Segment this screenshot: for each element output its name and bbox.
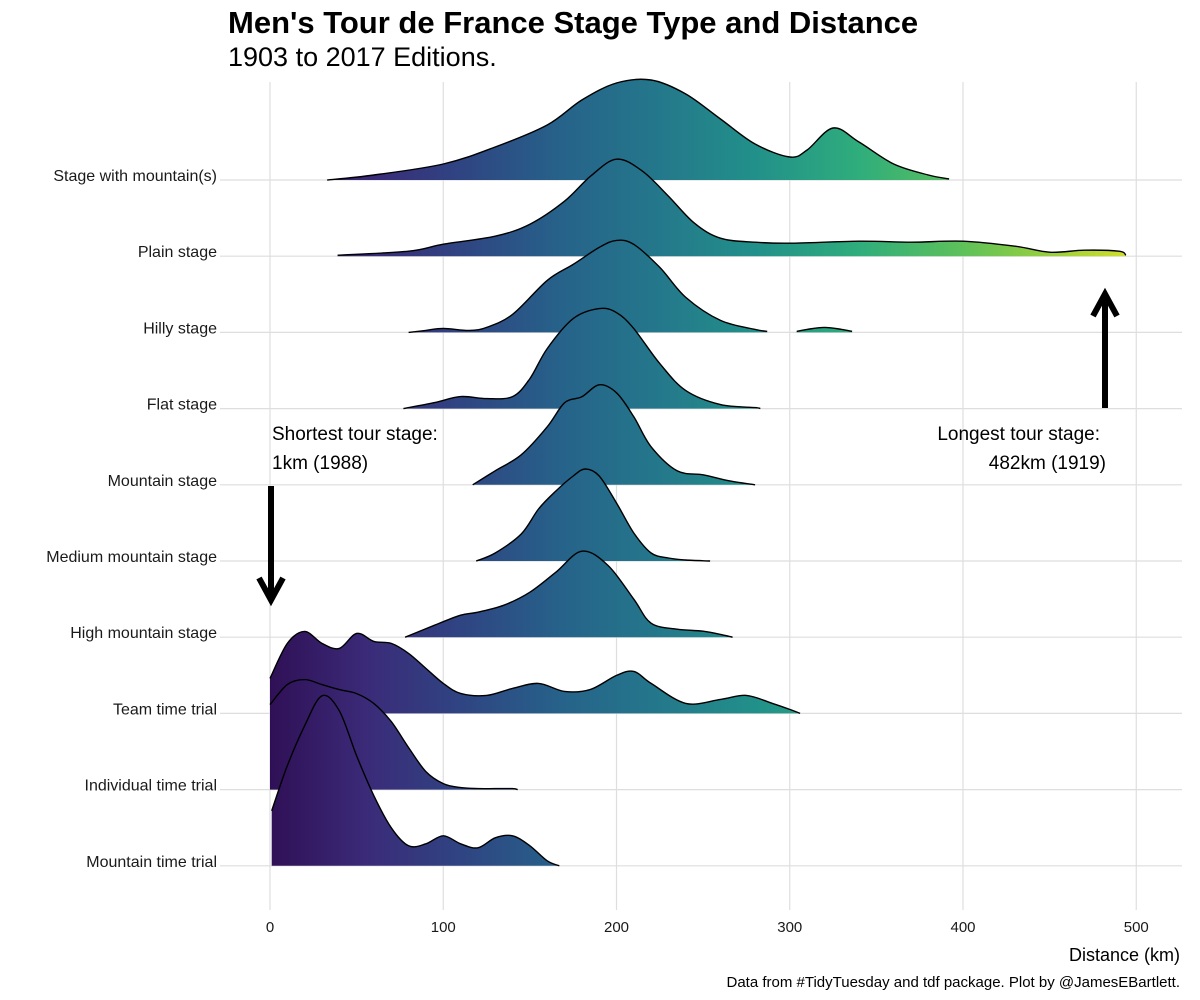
x-tick-0: 0 [266,919,274,936]
y-label-2: Hilly stage [143,320,217,337]
ridge-team-time-trial-outline [269,630,801,715]
y-label-5: Medium mountain stage [46,549,217,566]
ridge-plain-stage-outline [337,158,1127,256]
ridge-hilly-stage-part-1-fill [408,240,768,333]
ridge-plain-stage-fill [337,159,1126,257]
shortest-annotation-line1: Shortest tour stage: [272,424,438,445]
shortest-arrow [256,486,286,607]
longest-annotation-line2: 482km (1919) [989,453,1106,474]
y-label-3: Flat stage [147,397,217,414]
x-tick-200: 200 [604,919,629,936]
x-tick-400: 400 [950,919,975,936]
ridge-mountain-time-trial-outline [271,694,560,867]
ridge-team-time-trial-fill [270,631,801,714]
ridge-flat-stage-outline [403,307,761,410]
y-label-1: Plain stage [138,244,217,261]
ridge-medium-mountain-stage-outline [475,468,711,562]
shortest-annotation-line2: 1km (1988) [272,453,368,474]
ridge-flat-stage-fill [403,308,761,409]
page-title: Men's Tour de France Stage Type and Dist… [228,5,919,40]
ridge-hilly-stage-part-2-fill [796,327,853,333]
ridge-stage-with-mountain-s-fill [327,79,950,180]
x-tick-500: 500 [1124,919,1149,936]
y-label-7: Team time trial [113,701,217,718]
x-axis-label: Distance (km) [1069,945,1180,965]
x-tick-300: 300 [777,919,802,936]
y-label-0: Stage with mountain(s) [53,168,217,185]
ridge-stage-with-mountain-s-outline [327,78,950,181]
ridge-medium-mountain-stage-fill [476,469,711,561]
y-label-6: High mountain stage [70,625,217,642]
longest-annotation-line1: Longest tour stage: [937,424,1100,445]
ridge-mountain-stage-outline [472,384,756,486]
y-label-9: Mountain time trial [86,854,217,871]
ridge-hilly-stage-part-1-outline [408,239,768,334]
x-tick-100: 100 [431,919,456,936]
ridge-individual-time-trial-outline [269,678,518,791]
ridge-high-mountain-stage-fill [405,551,733,638]
y-axis-labels: Stage with mountain(s) Plain stage Hilly s… [46,168,217,871]
y-label-4: Mountain stage [108,473,218,490]
ridge-hilly-stage-part-2-outline [796,326,853,333]
y-label-8: Individual time trial [85,778,218,795]
longest-arrow [1090,287,1120,408]
ridge-high-mountain-stage-outline [404,550,733,638]
x-axis-ticks: 0 100 200 300 400 500 [266,919,1149,936]
ridges [269,78,1127,867]
page-subtitle: 1903 to 2017 Editions. [228,42,497,72]
ridge-mountain-stage-fill [472,384,756,485]
caption: Data from #TidyTuesday and tdf package. … [727,974,1181,991]
ridge-mountain-time-trial-fill [271,695,560,866]
